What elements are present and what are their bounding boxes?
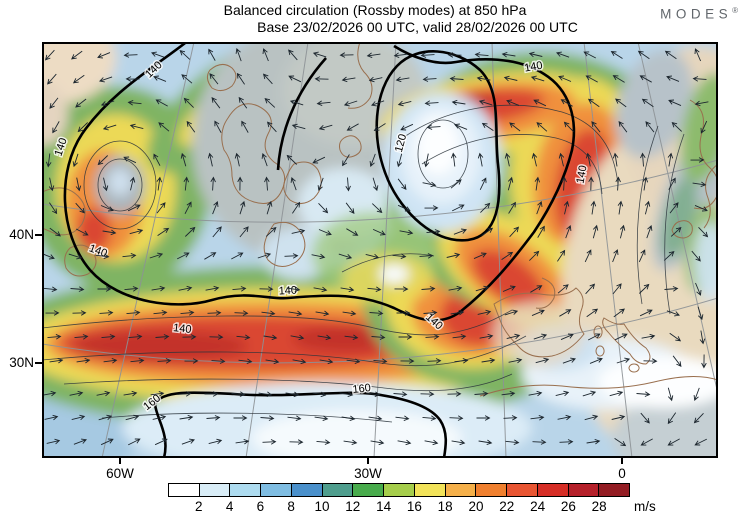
graticule-lines <box>41 41 719 459</box>
x-axis-label: 0 <box>618 466 626 481</box>
modes-logo-text: MODES <box>660 6 733 22</box>
x-axis-label: 30W <box>354 466 382 481</box>
colorbar-cell <box>353 484 385 496</box>
colorbar-cells <box>169 484 630 496</box>
y-axis-label: 40N <box>9 227 34 242</box>
colorbar-tick-label: 22 <box>499 499 515 514</box>
y-axis-tick <box>35 362 42 364</box>
colorbar-tick-label: 24 <box>530 499 546 514</box>
colorbar-tick-label: 6 <box>256 499 265 514</box>
colorbar-cell <box>384 484 415 496</box>
colorbar-cell <box>199 484 231 496</box>
colorbar-cell <box>414 484 446 496</box>
contour-label: 140 <box>523 60 543 75</box>
streamfunction-contours <box>63 34 576 459</box>
colorbar-tick-label: 28 <box>591 499 607 514</box>
colorbar-cell <box>476 484 508 496</box>
modes-logo: MODES® <box>660 6 738 22</box>
colorbar-unit-label: m/s <box>634 499 656 514</box>
colorbar-tick-label: 26 <box>560 499 576 514</box>
colorbar-cell <box>507 484 538 496</box>
coastlines <box>41 41 720 397</box>
colorbar-tick-label: 16 <box>406 499 422 514</box>
x-axis-tick <box>367 457 369 464</box>
wind-vector-arrows <box>41 48 709 447</box>
colorbar-tick-labels: 2 4 6 8 10 12 14 16 18 20 22 24 26 28 <box>168 499 630 515</box>
map-panel: 140 140 140 140 140 140 140 140 120 160 160 <box>0 12 750 484</box>
contour-label: 140 <box>173 322 193 336</box>
colorbar <box>168 483 630 497</box>
y-axis-label: 30N <box>9 355 34 370</box>
colorbar-tick-label: 20 <box>468 499 484 514</box>
chart-subtitle: Base 23/02/2026 00 UTC, valid 28/02/2026… <box>257 19 578 35</box>
colorbar-cell <box>568 484 600 496</box>
colorbar-tick-label: 2 <box>195 499 203 514</box>
x-axis-tick <box>119 457 121 464</box>
colorbar-tick-label: 18 <box>437 499 453 514</box>
colorbar-tick-label: 14 <box>376 499 392 514</box>
colorbar-tick-label: 12 <box>345 499 361 514</box>
colorbar-cell <box>445 484 477 496</box>
colorbar-tick-label: 8 <box>287 499 295 514</box>
map-border <box>42 42 718 458</box>
colorbar-cell <box>322 484 354 496</box>
colorbar-cell <box>291 484 323 496</box>
chart-title: Balanced circulation (Rossby modes) at 8… <box>223 2 527 18</box>
streamlines <box>41 104 685 423</box>
x-axis-tick <box>621 457 623 464</box>
colorbar-cell <box>537 484 569 496</box>
colorbar-cell <box>599 484 630 496</box>
colorbar-tick-label: 10 <box>314 499 330 514</box>
y-axis-tick <box>35 234 42 236</box>
colorbar-cell <box>169 484 200 496</box>
contour-label: 140 <box>278 285 297 298</box>
colorbar-tick-label: 4 <box>225 499 234 514</box>
colorbar-cell <box>230 484 262 496</box>
registered-trademark-icon: ® <box>732 6 738 15</box>
x-axis-label: 60W <box>106 466 134 481</box>
contour-label: 140 <box>575 164 590 184</box>
colorbar-cell <box>261 484 292 496</box>
